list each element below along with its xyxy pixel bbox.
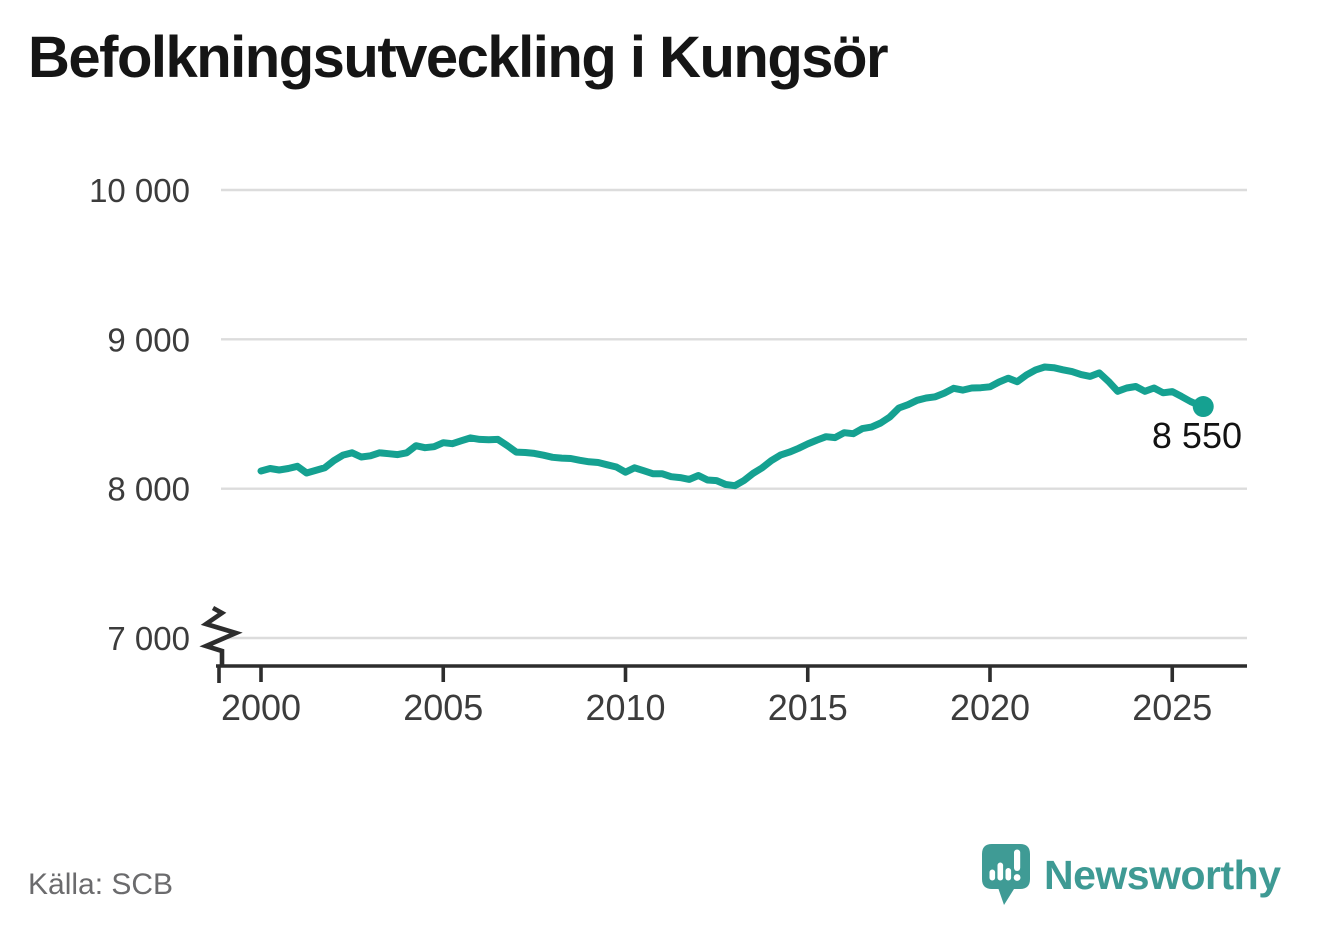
exclamation-bar (1014, 849, 1021, 871)
y-tick-label: 8 000 (107, 471, 190, 508)
x-tick-label: 2000 (221, 687, 301, 728)
y-tick-label: 10 000 (89, 172, 190, 209)
x-tick-label: 2020 (950, 687, 1030, 728)
bar-3 (1005, 868, 1012, 881)
y-tick-label: 7 000 (107, 620, 190, 657)
end-point-dot (1192, 396, 1214, 418)
end-value-label: 8 550 (1151, 415, 1242, 456)
y-tick-label: 9 000 (107, 321, 190, 358)
source-note: Källa: SCB (28, 868, 174, 901)
x-tick-label: 2005 (403, 687, 483, 728)
bar-2 (997, 862, 1004, 881)
population-line (257, 363, 1207, 490)
x-tick-label: 2010 (585, 687, 665, 728)
newsworthy-logo-icon (982, 844, 1030, 905)
newsworthy-wordmark: Newsworthy (1044, 851, 1281, 898)
x-tick-label: 2025 (1132, 687, 1212, 728)
exclamation-dot (1013, 874, 1021, 881)
x-tick-label: 2015 (768, 687, 848, 728)
newsworthy-logo: Newsworthy (981, 843, 1281, 907)
bar-1 (989, 869, 996, 881)
chart-title: Befolkningsutveckling i Kungsör (28, 25, 889, 90)
axis-break-icon (199, 605, 243, 665)
